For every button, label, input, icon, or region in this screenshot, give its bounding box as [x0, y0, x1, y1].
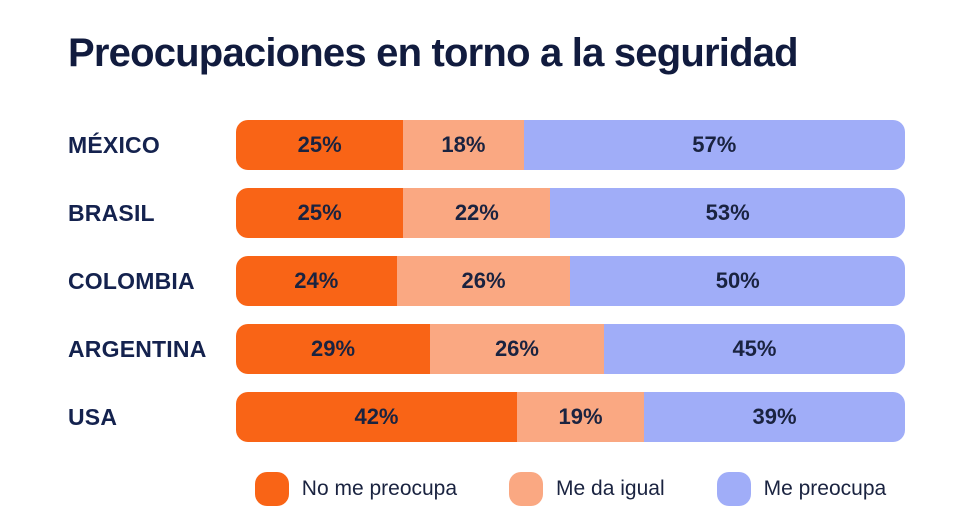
stacked-bar: 42% 19% 39%: [236, 392, 905, 442]
category-label: USA: [68, 403, 118, 430]
bar-segment-me-preocupa: 50%: [570, 256, 905, 306]
value-label: 18%: [441, 132, 486, 157]
legend-label: No me preocupa: [301, 477, 458, 500]
bar-chart: MÉXICO 25% 18% 57% BRASIL 25% 22% 53% COLOMBIA 24…: [68, 120, 905, 442]
legend-swatch-icon: [509, 472, 544, 506]
value-label: 57%: [692, 132, 737, 157]
chart-row: USA 42% 19% 39%: [68, 392, 905, 442]
bar-segment-me-da-igual: 26%: [430, 324, 604, 374]
value-label: 29%: [310, 336, 356, 361]
value-label: 39%: [752, 404, 797, 429]
value-label: 22%: [454, 200, 499, 225]
value-label: 26%: [461, 268, 506, 293]
legend-item-no-me-preocupa: No me preocupa: [254, 472, 458, 506]
value-label: 50%: [715, 268, 760, 293]
stacked-bar: 24% 26% 50%: [236, 256, 905, 306]
bar-segment-me-da-igual: 26%: [396, 256, 571, 306]
chart-title: Preocupaciones en torno a la seguridad: [68, 31, 799, 75]
bar-segment-me-da-igual: 18%: [403, 120, 524, 170]
category-label: MÉXICO: [68, 131, 160, 158]
bar-segment-no-me-preocupa: 25%: [236, 120, 404, 170]
value-label: 26%: [494, 336, 539, 361]
chart-row: MÉXICO 25% 18% 57%: [68, 120, 905, 170]
value-label: 25%: [297, 200, 342, 225]
value-label: 42%: [354, 404, 399, 429]
value-label: 25%: [297, 132, 342, 157]
value-label: 53%: [705, 200, 750, 225]
bar-segment-me-da-igual: 22%: [403, 188, 551, 238]
stacked-bar: 29% 26% 45%: [236, 324, 905, 374]
legend: No me preocupa Me da igual Me preocupa: [236, 472, 905, 506]
bar-segment-me-preocupa: 39%: [644, 392, 905, 442]
bar-segment-no-me-preocupa: 25%: [236, 188, 404, 238]
category-label: BRASIL: [68, 199, 155, 226]
bar-segment-me-preocupa: 53%: [550, 188, 905, 238]
bar-segment-me-da-igual: 19%: [516, 392, 645, 442]
bar-segment-me-preocupa: 45%: [603, 324, 905, 374]
bar-segment-no-me-preocupa: 24%: [236, 256, 397, 306]
value-label: 24%: [294, 268, 339, 293]
bar-segment-no-me-preocupa: 42%: [236, 392, 517, 442]
category-label: ARGENTINA: [68, 335, 207, 362]
chart-row: BRASIL 25% 22% 53%: [68, 188, 905, 238]
legend-label: Me da igual: [556, 477, 665, 500]
value-label: 19%: [558, 404, 603, 429]
stacked-bar: 25% 18% 57%: [236, 120, 905, 170]
bar-segment-no-me-preocupa: 29%: [236, 324, 430, 374]
stacked-bar: 25% 22% 53%: [236, 188, 905, 238]
chart-row: COLOMBIA 24% 26% 50%: [68, 256, 905, 306]
category-label: COLOMBIA: [68, 267, 195, 294]
legend-item-me-da-igual: Me da igual: [509, 472, 665, 506]
bar-segment-me-preocupa: 57%: [523, 120, 905, 170]
legend-item-me-preocupa: Me preocupa: [716, 472, 887, 506]
legend-swatch-icon: [716, 472, 751, 506]
value-label: 45%: [732, 336, 777, 361]
chart-row: ARGENTINA 29% 26% 45%: [68, 324, 905, 374]
legend-swatch-icon: [254, 472, 289, 506]
legend-label: Me preocupa: [763, 477, 887, 500]
